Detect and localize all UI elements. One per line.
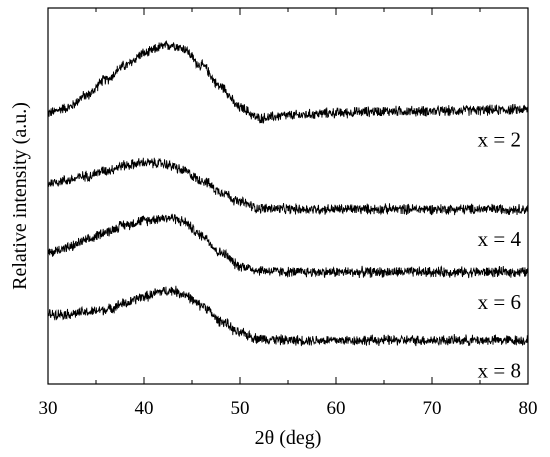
series-trace-1 xyxy=(47,39,529,124)
series-trace-2 xyxy=(47,157,529,216)
series-label-1: x = 2 xyxy=(478,127,521,151)
x-tick-label: 70 xyxy=(423,398,442,419)
series-labels: x = 2 x = 4 x = 6 x = 8 xyxy=(478,127,522,382)
series-label-2: x = 4 xyxy=(478,227,522,251)
y-axis-label: Relative intensity (a.u.) xyxy=(9,102,31,290)
x-tick-labels: 30 40 50 60 70 80 xyxy=(39,398,538,419)
series-trace-4 xyxy=(47,285,529,347)
plot-frame xyxy=(47,7,529,385)
x-tick-label: 40 xyxy=(135,398,154,419)
x-tick-label: 50 xyxy=(231,398,250,419)
x-axis-label: 2θ (deg) xyxy=(255,427,322,449)
x-tick-label: 30 xyxy=(39,398,58,419)
series-trace-3 xyxy=(47,213,529,279)
series-traces xyxy=(47,39,529,347)
x-tick-label: 80 xyxy=(519,398,538,419)
series-label-3: x = 6 xyxy=(478,290,521,314)
series-label-4: x = 8 xyxy=(478,358,521,382)
x-tick-label: 60 xyxy=(327,398,346,419)
axis-ticks xyxy=(47,8,529,384)
